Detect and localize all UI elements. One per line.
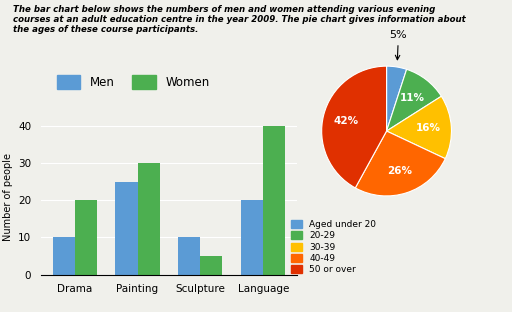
Wedge shape <box>387 66 407 131</box>
Bar <box>263 126 285 275</box>
Text: 26%: 26% <box>387 166 412 176</box>
Bar <box>138 163 160 275</box>
Text: 16%: 16% <box>416 123 441 134</box>
Legend: Aged under 20, 20-29, 30-39, 40-49, 50 or over: Aged under 20, 20-29, 30-39, 40-49, 50 o… <box>291 220 376 275</box>
Bar <box>116 182 138 275</box>
Text: 42%: 42% <box>333 115 358 125</box>
Text: The bar chart below shows the numbers of men and women attending various evening: The bar chart below shows the numbers of… <box>13 5 465 35</box>
Y-axis label: Number of people: Number of people <box>3 153 13 241</box>
Bar <box>75 200 97 275</box>
Legend: Men, Women: Men, Women <box>52 70 215 94</box>
Wedge shape <box>387 69 441 131</box>
Wedge shape <box>387 96 452 159</box>
Bar <box>178 237 200 275</box>
Text: 5%: 5% <box>390 30 407 60</box>
Text: 11%: 11% <box>400 93 425 103</box>
Wedge shape <box>355 131 445 196</box>
Bar <box>241 200 263 275</box>
Bar <box>200 256 222 275</box>
Wedge shape <box>322 66 387 188</box>
Bar <box>53 237 75 275</box>
